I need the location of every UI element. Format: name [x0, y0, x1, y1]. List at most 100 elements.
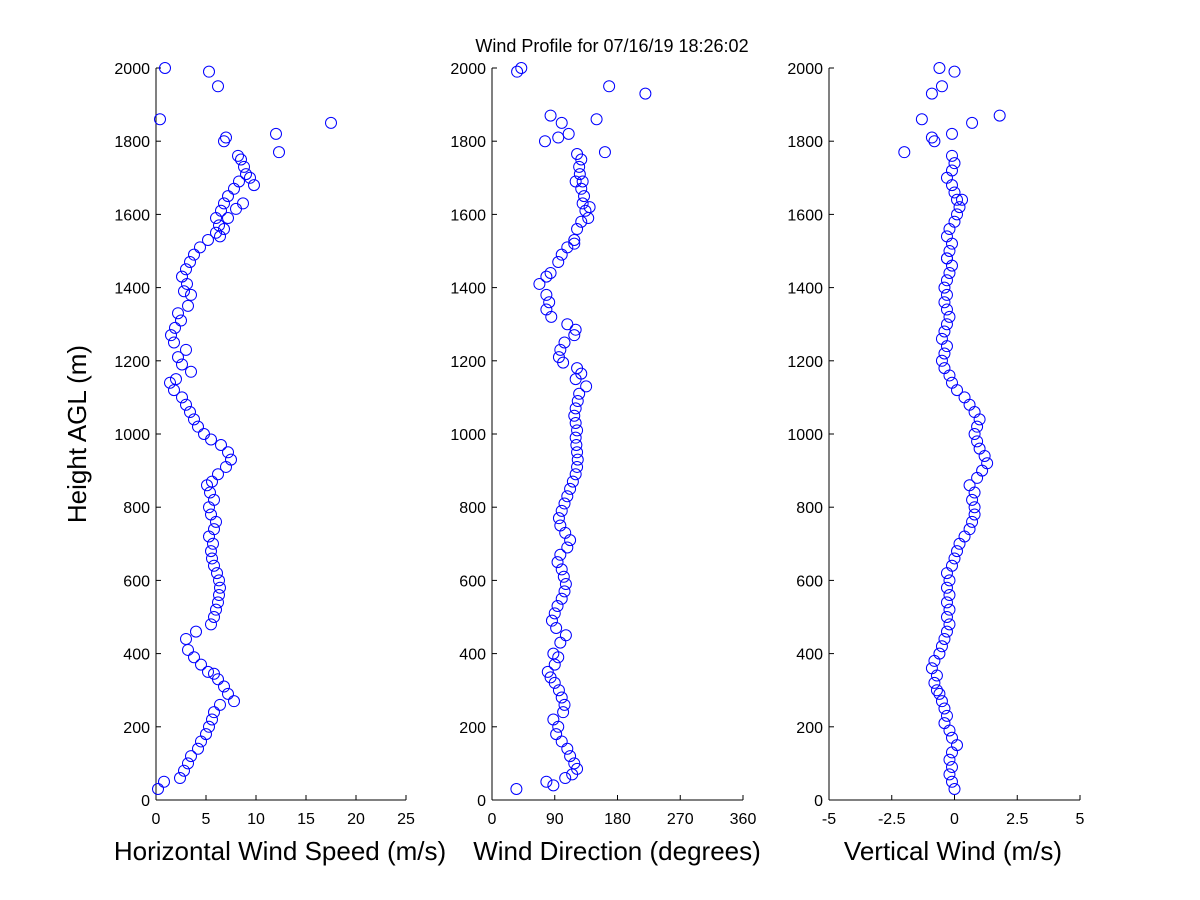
direction-data-point — [555, 592, 568, 605]
direction-y-tick-label: 1200 — [450, 354, 486, 371]
direction-data-point — [552, 512, 565, 525]
direction-data-point — [568, 757, 581, 770]
vertical-data-point — [945, 259, 958, 272]
speed-data-point — [212, 596, 224, 609]
speed-data-point — [195, 735, 207, 748]
speed-data-point — [180, 398, 192, 411]
vertical-data-point — [943, 768, 956, 781]
direction-data-point — [569, 402, 582, 415]
speed-data-point — [182, 757, 194, 770]
vertical-data-point — [945, 164, 958, 177]
vertical-y-tick-label: 200 — [796, 720, 823, 737]
vertical-data-point — [940, 274, 953, 287]
vertical-data-point — [943, 603, 956, 616]
direction-data-point — [547, 713, 560, 726]
speed-data-point — [210, 515, 222, 528]
direction-data-point — [555, 116, 568, 129]
speed-data-point — [270, 127, 282, 140]
speed-data-point — [212, 468, 224, 481]
direction-data-point — [511, 65, 524, 78]
vertical-data-point — [971, 471, 984, 484]
figure-title: Wind Profile for 07/16/19 18:26:02 — [475, 36, 748, 56]
speed-x-tick-label: 0 — [152, 811, 161, 828]
direction-data-point — [550, 621, 563, 634]
direction-data-point — [548, 658, 561, 671]
speed-x-axis-label: Horizontal Wind Speed (m/s) — [114, 836, 446, 866]
direction-data-point — [571, 424, 584, 437]
speed-data-point — [218, 680, 230, 693]
vertical-data-point — [933, 687, 946, 700]
vertical-data-point — [951, 739, 964, 752]
speed-x-tick-label: 10 — [247, 811, 265, 828]
direction-data-point — [559, 772, 572, 785]
direction-data-point — [580, 380, 593, 393]
speed-data-point — [325, 116, 337, 129]
vertical-data-point — [945, 179, 958, 192]
speed-data-point — [205, 433, 217, 446]
vertical-data-point — [976, 464, 989, 477]
speed-y-tick-label: 1200 — [114, 354, 150, 371]
vertical-data-point — [940, 625, 953, 638]
speed-data-point — [172, 307, 184, 320]
direction-data-point — [554, 343, 567, 356]
vertical-data-point — [948, 186, 961, 199]
speed-data-point — [220, 460, 232, 473]
speed-data-point — [202, 234, 214, 247]
speed-data-point — [180, 632, 192, 645]
vertical-data-point — [945, 731, 958, 744]
direction-data-point — [540, 303, 553, 316]
direction-data-point — [540, 288, 553, 301]
direction-data-point — [559, 629, 572, 642]
direction-data-point — [569, 431, 582, 444]
vertical-data-point — [938, 717, 951, 730]
speed-data-point — [168, 336, 180, 349]
vertical-x-tick-label: -2.5 — [878, 811, 906, 828]
vertical-data-point — [956, 193, 969, 206]
vertical-data-point — [978, 449, 991, 462]
direction-data-point — [551, 556, 564, 569]
direction-data-point — [540, 775, 553, 788]
direction-y-tick-label: 800 — [459, 500, 486, 517]
speed-data-point — [192, 420, 204, 433]
speed-data-point — [203, 720, 215, 733]
speed-data-point — [165, 329, 177, 342]
direction-y-tick-label: 2000 — [450, 61, 486, 78]
vertical-data-point — [945, 149, 958, 162]
speed-data-point — [212, 80, 224, 93]
speed-data-point — [208, 493, 220, 506]
speed-x-tick-label: 15 — [297, 811, 315, 828]
vertical-data-point — [968, 428, 981, 440]
vertical-panel: 0 200 400 600 800 1000 1200 1400 1600 1800 2000 -5 -… — [787, 61, 1084, 866]
direction-y-tick-label: 1800 — [450, 134, 486, 151]
speed-data-point — [232, 149, 244, 162]
direction-x-tick-label: 180 — [604, 811, 631, 828]
speed-data-point — [200, 728, 212, 741]
speed-data-point — [174, 772, 186, 785]
direction-data-point — [571, 762, 584, 775]
speed-data-point — [182, 643, 194, 656]
vertical-y-tick-label: 600 — [796, 573, 823, 590]
speed-data-point — [206, 552, 218, 565]
vertical-data-point — [935, 695, 948, 708]
vertical-data-point — [945, 237, 958, 250]
direction-data-point — [547, 779, 560, 792]
speed-data-point — [176, 358, 188, 371]
vertical-data-point — [940, 288, 953, 301]
vertical-data-point — [938, 347, 951, 360]
speed-data-point — [164, 376, 176, 389]
direction-panel: 0 200 400 600 800 1000 1200 1400 1600 1800 2000 0 90… — [450, 61, 760, 866]
speed-data-point — [192, 742, 204, 755]
direction-data-point — [554, 636, 567, 649]
vertical-data-point — [963, 523, 976, 536]
speed-data-point — [206, 475, 218, 488]
direction-data-point — [598, 146, 611, 159]
speed-x-tick-label: 20 — [347, 811, 365, 828]
speed-y-tick-label: 1600 — [114, 207, 150, 224]
direction-data-point — [570, 438, 583, 451]
direction-data-point — [544, 109, 557, 122]
speed-data-point — [198, 428, 210, 440]
direction-data-point — [569, 468, 582, 481]
vertical-data-point — [958, 530, 971, 543]
vertical-data-point — [930, 684, 943, 697]
